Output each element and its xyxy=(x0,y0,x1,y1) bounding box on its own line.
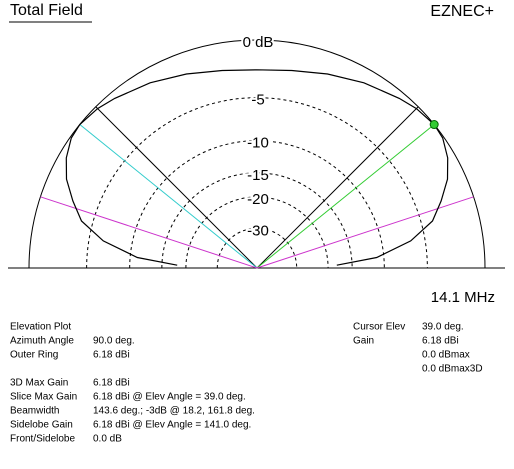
info-label: Elevation Plot xyxy=(10,322,71,333)
info-value: 6.18 dBi @ Elev Angle = 39.0 deg. xyxy=(93,392,246,403)
cursor-dot xyxy=(429,120,439,130)
pattern-curve xyxy=(65,69,449,266)
info-panel: Elevation Plot Azimuth Angle 90.0 deg. Oute… xyxy=(10,322,483,445)
frequency: 14.1 MHz xyxy=(431,289,495,306)
info-label: Gain xyxy=(353,336,374,347)
ring-label: 0 dB xyxy=(243,34,274,51)
info-label: Cursor Elev xyxy=(353,322,405,333)
ring-label: -30 xyxy=(247,222,269,239)
info-label: Slice Max Gain xyxy=(10,392,77,403)
info-label: 3D Max Gain xyxy=(10,378,68,389)
ring-label: -15 xyxy=(247,167,269,184)
plot: 0 dB -5 -10 -15 -20 -30 xyxy=(8,32,505,269)
angle-grid-line xyxy=(95,106,258,269)
plot-title: Total Field xyxy=(10,2,83,19)
info-value: 0.0 dBmax3D xyxy=(422,364,483,375)
info-value: 6.18 dBi xyxy=(93,350,130,361)
info-value: 0.0 dBmax xyxy=(422,350,470,361)
range-ring xyxy=(86,97,428,269)
info-label: Beamwidth xyxy=(10,406,59,417)
info-value: 143.6 deg.; -3dB @ 18.2, 161.8 deg. xyxy=(93,406,255,417)
range-ring xyxy=(185,196,329,269)
ring-label: -20 xyxy=(247,191,269,208)
info-value: 6.18 dBi xyxy=(422,336,459,347)
range-ring xyxy=(28,39,486,269)
app-name: EZNEC+ xyxy=(430,3,494,20)
angle-grid-line xyxy=(256,106,419,269)
angle-marker xyxy=(256,124,435,269)
info-value: 6.18 dBi xyxy=(93,378,130,389)
range-ring xyxy=(161,172,353,269)
range-ring xyxy=(216,228,298,269)
info-value: 6.18 dBi @ Elev Angle = 141.0 deg. xyxy=(93,420,251,431)
ring-label: -5 xyxy=(251,92,264,109)
ring-label: -10 xyxy=(247,135,269,152)
angle-marker xyxy=(79,124,258,269)
info-value: 90.0 deg. xyxy=(93,336,135,347)
range-ring xyxy=(129,140,385,269)
info-value: 39.0 deg. xyxy=(422,322,464,333)
info-label: Outer Ring xyxy=(10,350,58,361)
info-label: Azimuth Angle xyxy=(10,336,74,347)
info-label: Sidelobe Gain xyxy=(10,420,73,431)
info-label: Front/Sidelobe xyxy=(10,434,75,445)
info-value: 0.0 dB xyxy=(93,434,122,445)
